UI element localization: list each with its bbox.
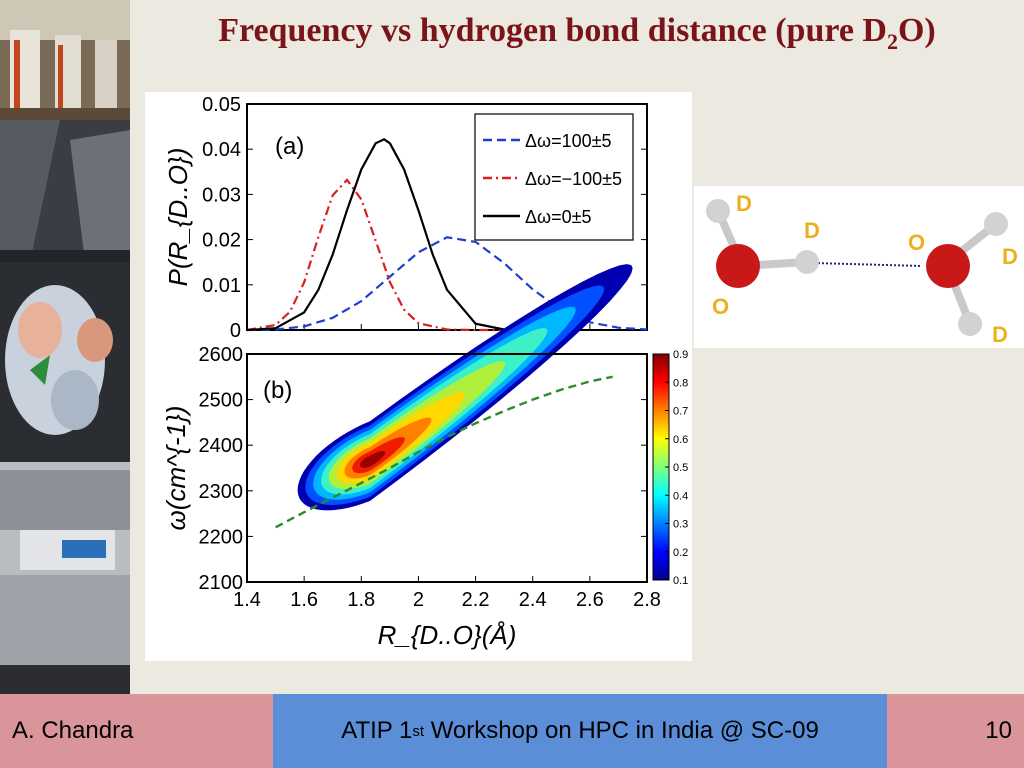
panel-a-ytick-label: 0.02 bbox=[202, 230, 241, 252]
panel-b-ytick-label: 2100 bbox=[199, 572, 244, 594]
deuterium-atom-3 bbox=[984, 212, 1008, 236]
panel-b-ytick-label: 2200 bbox=[199, 526, 244, 548]
title-suffix: O) bbox=[897, 12, 936, 49]
atom-label-2: D bbox=[804, 218, 820, 243]
title-subscript: 2 bbox=[886, 28, 898, 54]
datacenter-photo bbox=[0, 0, 130, 120]
panel-b-xlabel: R_{D..O}(Å) bbox=[378, 620, 517, 650]
panel-a-ytick-label: 0.05 bbox=[202, 94, 241, 116]
deuterium-atom-2 bbox=[795, 250, 819, 274]
colorbar-tick-label: 0.8 bbox=[673, 377, 688, 389]
panel-b-ytick-label: 2600 bbox=[199, 344, 244, 366]
panel-a-ytick-label: 0.04 bbox=[202, 139, 241, 161]
server-rack-photo bbox=[0, 462, 130, 694]
panel-b-xtick-label: 2 bbox=[413, 589, 424, 611]
footer-event-prefix: ATIP 1 bbox=[341, 717, 413, 744]
colorbar-tick-label: 0.3 bbox=[673, 519, 688, 531]
slide-title: Frequency vs hydrogen bond distance (pur… bbox=[130, 12, 1024, 55]
panel-b-xtick-label: 2.8 bbox=[633, 589, 661, 611]
colorbar: 0.1 0.2 0.3 0.4 0.5 0.6 0.7 0.8 0.9 bbox=[652, 349, 688, 587]
panel-b-xtick-label: 1.4 bbox=[233, 589, 261, 611]
water-dimer-icon: D D O O D D bbox=[694, 186, 1024, 348]
panel-a-ylabel: P(R_{D..O}) bbox=[163, 148, 193, 287]
title-prefix: Frequency vs hydrogen bond distance (pur… bbox=[218, 12, 887, 49]
panel-b-xtick-label: 2.2 bbox=[462, 589, 490, 611]
colorbar-tick-label: 0.5 bbox=[673, 462, 688, 474]
panel-b-plot: 2100 2200 2300 2400 2500 2600 1.4 1.6 1.8 2 2.2 2.4… bbox=[161, 264, 661, 650]
colorbar-tick-label: 0.6 bbox=[673, 434, 688, 446]
panel-b-xtick-label: 2.4 bbox=[519, 589, 547, 611]
panel-b-ytick-label: 2400 bbox=[199, 435, 244, 457]
colorbar-tick-label: 0.7 bbox=[673, 406, 688, 418]
panel-b-frame bbox=[246, 353, 648, 583]
legend-box bbox=[474, 113, 634, 241]
legend-label: Δω=0±5 bbox=[525, 207, 592, 227]
deuterium-atom-4 bbox=[958, 312, 982, 336]
colorbar-tick-label: 0.1 bbox=[673, 575, 688, 587]
colorbar-tick-label: 0.9 bbox=[673, 349, 688, 361]
protein-surface-photo bbox=[0, 262, 130, 462]
oxygen-atom-right bbox=[926, 244, 970, 288]
panel-a-label: (a) bbox=[275, 133, 304, 160]
oxygen-atom-left bbox=[716, 244, 760, 288]
atom-label-6: D bbox=[992, 322, 1008, 347]
atom-label-1: D bbox=[736, 191, 752, 216]
deuterium-atom-1 bbox=[706, 199, 730, 223]
footer-event-suffix: Workshop on HPC in India @ SC-09 bbox=[424, 717, 819, 744]
panel-a-plot: 0 0.01 0.02 0.03 0.04 0.05 (a) P(R_{D..O}) Δω=10… bbox=[163, 94, 648, 342]
panel-a-ytick-label: 0.03 bbox=[202, 184, 241, 206]
legend-label: Δω=100±5 bbox=[525, 131, 612, 151]
panel-b-xtick-label: 2.6 bbox=[576, 589, 604, 611]
panel-b-ytick-label: 2500 bbox=[199, 390, 244, 412]
sidebar-photo-strip bbox=[0, 0, 130, 694]
panel-b-label: (b) bbox=[263, 377, 292, 404]
footer-event-sup: st bbox=[412, 722, 425, 740]
footer-author: A. Chandra bbox=[0, 694, 273, 768]
panel-a-legend: Δω=100±5 Δω=−100±5 Δω=0±5 bbox=[474, 113, 634, 241]
footer-page-number: 10 bbox=[887, 694, 1024, 768]
panel-b-ylabel: ω(cm^{-1}) bbox=[161, 406, 191, 531]
atom-label-3: O bbox=[908, 230, 925, 255]
atom-label-5: D bbox=[1002, 244, 1018, 269]
series-line bbox=[246, 178, 505, 332]
series-line bbox=[246, 236, 648, 332]
panel-b-xtick-label: 1.6 bbox=[290, 589, 318, 611]
panel-a-ytick-label: 0.01 bbox=[202, 275, 241, 297]
hydrogen-bond-line bbox=[813, 262, 923, 267]
legend-label: Δω=−100±5 bbox=[525, 169, 622, 189]
colorbar-tick-label: 0.2 bbox=[673, 547, 688, 559]
panel-b-xtick-label: 1.8 bbox=[347, 589, 375, 611]
series-line bbox=[246, 138, 533, 332]
fit-line bbox=[275, 375, 613, 529]
contour-band bbox=[360, 451, 386, 468]
atom-label-4: O bbox=[712, 294, 729, 319]
colorbar-tick-label: 0.4 bbox=[673, 490, 688, 502]
panel-b-ytick-label: 2300 bbox=[199, 481, 244, 503]
panel-a-ytick-label: 0 bbox=[230, 320, 241, 342]
server-aisle-photo bbox=[0, 120, 130, 262]
figure-panels: 0 0.01 0.02 0.03 0.04 0.05 (a) P(R_{D..O}) Δω=10… bbox=[145, 92, 692, 661]
